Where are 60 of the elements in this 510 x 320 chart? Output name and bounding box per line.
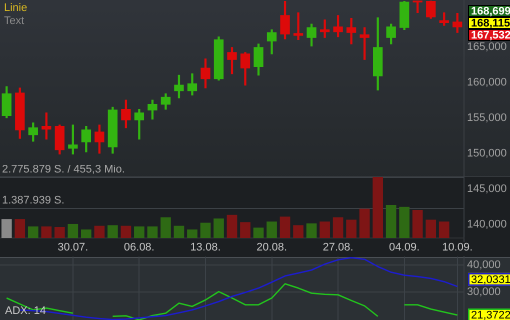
y-tick-label: 145,000: [467, 182, 507, 195]
bar: [28, 226, 38, 238]
bar: [226, 214, 238, 238]
x-tick-label: 27.08.: [322, 242, 354, 254]
bar: [214, 218, 224, 238]
candlestick: [293, 12, 304, 40]
bar: [332, 217, 344, 238]
bar: [438, 222, 450, 238]
x-tick-label: 13.08.: [190, 242, 221, 254]
bar: [293, 225, 304, 238]
bar: [120, 226, 132, 238]
y-tick-label: 165,000: [467, 40, 507, 53]
bar: [426, 220, 436, 238]
y-tick-label: 160,000: [467, 76, 507, 88]
bar: [174, 226, 184, 238]
y-tick-label: 140,000: [467, 218, 507, 230]
annotation: Text: [4, 15, 24, 27]
y-tick-label: 30,000: [467, 286, 501, 298]
bar: [372, 177, 383, 238]
bar: [399, 206, 410, 238]
bar: [280, 216, 290, 238]
bar: [187, 229, 198, 238]
bar: [1, 219, 12, 238]
bar: [412, 210, 423, 238]
y-tick-label: 40,000: [467, 258, 501, 271]
bar: [240, 222, 250, 238]
text: 167,532: [471, 30, 510, 42]
text: 32,0331: [471, 274, 510, 286]
annotation: Linie: [4, 2, 28, 14]
bar: [200, 222, 211, 238]
text: 168,115: [471, 18, 510, 30]
bar: [266, 222, 277, 238]
bar: [134, 226, 144, 238]
bar: [108, 225, 118, 238]
bar: [14, 219, 26, 238]
y-tick-label: 150,000: [467, 147, 507, 160]
x-tick-label: 20.08.: [256, 242, 288, 254]
ref-line-label: 2.775.879 S. / 455,3 Mio.: [2, 164, 125, 176]
bar: [68, 224, 78, 238]
text: 168,699: [471, 6, 510, 18]
bar: [346, 220, 356, 238]
bar: [306, 223, 317, 238]
ref-line-label: 1.387.939 S.: [2, 194, 64, 207]
bar: [41, 226, 52, 238]
bar: [359, 208, 370, 238]
x-tick-label: 10.09.: [442, 242, 473, 254]
x-tick-label: 06.08.: [124, 242, 154, 254]
text: 21,3722: [471, 310, 510, 320]
bar: [81, 229, 92, 238]
bar: [54, 227, 65, 238]
y-tick-label: 155,000: [467, 112, 507, 124]
candlestick: [346, 18, 356, 44]
x-tick-label: 04.09.: [389, 242, 420, 254]
bar: [94, 226, 105, 238]
bar: [253, 228, 264, 238]
x-tick-label: 30.07.: [58, 242, 88, 254]
bar: [320, 222, 330, 238]
bar: [160, 217, 171, 238]
bar: [147, 226, 158, 238]
bar: [386, 205, 396, 238]
